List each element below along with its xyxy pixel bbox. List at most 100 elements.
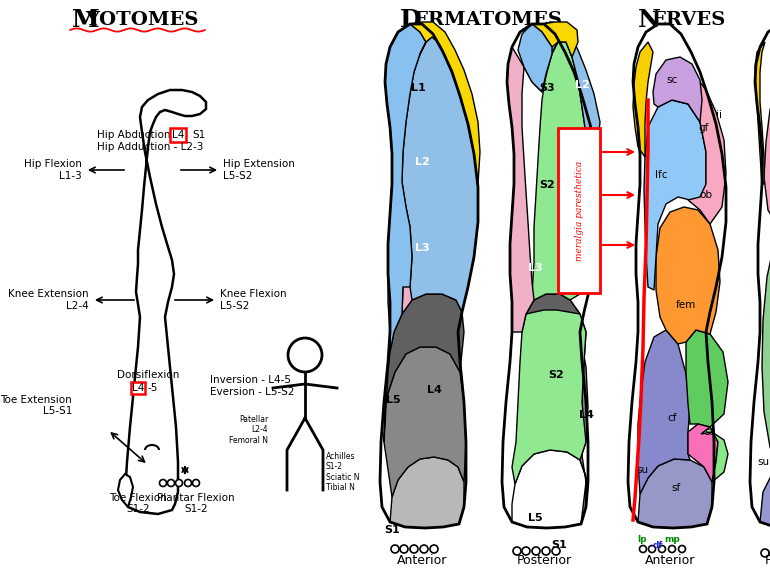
Polygon shape — [507, 47, 534, 332]
Text: D: D — [400, 8, 422, 32]
Text: Anterior: Anterior — [397, 554, 447, 567]
Polygon shape — [512, 294, 586, 484]
Circle shape — [410, 545, 418, 553]
Polygon shape — [532, 22, 578, 57]
Circle shape — [658, 546, 665, 553]
Text: Plantar Flexion: Plantar Flexion — [157, 493, 235, 503]
Text: S1-2: S1-2 — [184, 504, 208, 514]
Polygon shape — [764, 60, 770, 227]
Polygon shape — [410, 22, 480, 184]
Text: su: su — [757, 457, 769, 467]
Polygon shape — [638, 330, 690, 494]
Text: Posterior: Posterior — [765, 554, 770, 567]
Circle shape — [400, 545, 408, 553]
Polygon shape — [656, 207, 720, 344]
Polygon shape — [118, 474, 133, 507]
Text: Hip Adduction - L2-3: Hip Adduction - L2-3 — [97, 142, 203, 152]
Polygon shape — [750, 24, 770, 528]
Polygon shape — [628, 24, 726, 528]
Text: L5-S2: L5-S2 — [223, 171, 253, 181]
Text: sf: sf — [671, 483, 681, 493]
Text: -5: -5 — [148, 383, 159, 393]
Text: fem: fem — [676, 300, 696, 310]
Polygon shape — [701, 427, 728, 482]
Text: S1: S1 — [551, 540, 567, 550]
Text: L5-S2: L5-S2 — [220, 301, 249, 311]
Text: YOTOMES: YOTOMES — [85, 11, 199, 29]
Text: S1-2: S1-2 — [126, 504, 150, 514]
Circle shape — [552, 547, 560, 555]
Text: Posterior: Posterior — [517, 554, 571, 567]
Polygon shape — [653, 57, 702, 122]
Polygon shape — [402, 37, 478, 312]
Text: ERVES: ERVES — [651, 11, 725, 29]
Polygon shape — [390, 457, 464, 528]
Circle shape — [522, 547, 530, 555]
Polygon shape — [526, 294, 580, 314]
Polygon shape — [512, 450, 586, 528]
Text: Achilles
S1-2
Sciatic N
Tibial N: Achilles S1-2 Sciatic N Tibial N — [326, 452, 360, 492]
Polygon shape — [760, 454, 770, 528]
Text: L5: L5 — [386, 395, 400, 405]
Polygon shape — [385, 24, 426, 352]
Text: Inversion - L4-5: Inversion - L4-5 — [210, 375, 291, 385]
Text: Knee Extension: Knee Extension — [8, 289, 89, 299]
Text: M: M — [72, 8, 99, 32]
Polygon shape — [402, 160, 462, 314]
Text: S3: S3 — [539, 83, 555, 93]
Text: Knee Flexion: Knee Flexion — [220, 289, 286, 299]
Circle shape — [640, 546, 647, 553]
Circle shape — [668, 546, 675, 553]
Text: L5-S1: L5-S1 — [42, 406, 72, 416]
Polygon shape — [755, 42, 765, 184]
Text: Hip Extension: Hip Extension — [223, 159, 295, 169]
Circle shape — [176, 479, 182, 487]
Text: S1: S1 — [384, 525, 400, 535]
Circle shape — [159, 479, 166, 487]
Text: lfc: lfc — [654, 170, 668, 180]
Text: meralgia paresthetica: meralgia paresthetica — [574, 160, 584, 261]
Text: L4: L4 — [427, 385, 441, 395]
Text: L2: L2 — [574, 80, 589, 90]
Circle shape — [513, 547, 521, 555]
Text: L5: L5 — [527, 513, 542, 523]
Text: L3: L3 — [527, 263, 542, 273]
Polygon shape — [557, 310, 588, 524]
Text: N: N — [638, 8, 661, 32]
Text: Toe Flexion: Toe Flexion — [109, 493, 167, 503]
Polygon shape — [660, 67, 726, 224]
Text: cf: cf — [668, 413, 677, 423]
Text: Patellar
L2-4
Femoral N: Patellar L2-4 Femoral N — [229, 415, 268, 445]
Polygon shape — [125, 90, 206, 514]
Circle shape — [420, 545, 428, 553]
Text: sa: sa — [704, 427, 716, 437]
Polygon shape — [633, 42, 653, 157]
Polygon shape — [762, 217, 770, 472]
Polygon shape — [686, 330, 728, 427]
Text: S1: S1 — [192, 130, 206, 140]
Circle shape — [430, 545, 438, 553]
Polygon shape — [384, 294, 464, 442]
Polygon shape — [638, 459, 712, 528]
Circle shape — [288, 338, 322, 372]
Text: L4: L4 — [172, 130, 184, 140]
Text: ii: ii — [716, 110, 722, 120]
Polygon shape — [644, 100, 706, 290]
Text: Hip Abduction -: Hip Abduction - — [97, 130, 181, 140]
Text: Dorsiflexion: Dorsiflexion — [117, 370, 179, 380]
Polygon shape — [518, 24, 552, 92]
Circle shape — [391, 545, 399, 553]
Circle shape — [542, 547, 550, 555]
Polygon shape — [380, 24, 478, 528]
Text: L4: L4 — [132, 383, 144, 393]
Polygon shape — [522, 22, 600, 232]
FancyBboxPatch shape — [558, 128, 600, 293]
Text: lp: lp — [638, 535, 647, 545]
Text: gf: gf — [699, 123, 709, 133]
Circle shape — [648, 546, 655, 553]
Text: S2: S2 — [539, 180, 555, 190]
Text: Eversion - L5-S2: Eversion - L5-S2 — [210, 387, 294, 397]
Circle shape — [761, 549, 769, 557]
Circle shape — [185, 479, 192, 487]
Text: L4: L4 — [578, 410, 594, 420]
